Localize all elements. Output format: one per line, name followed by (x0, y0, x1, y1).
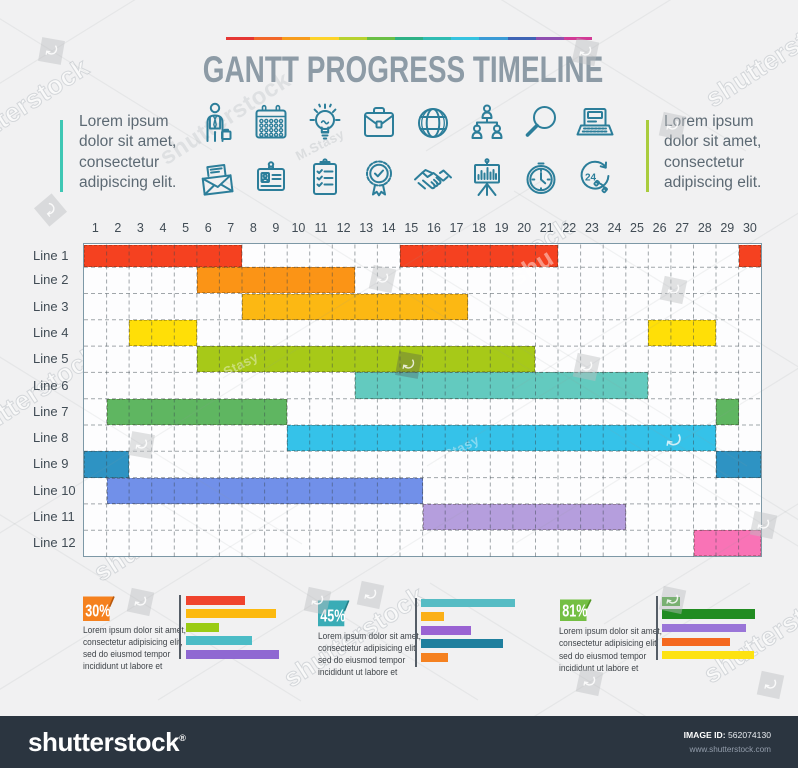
svg-text:45%: 45% (320, 607, 346, 627)
svg-text:24: 24 (585, 173, 597, 184)
svg-text:30%: 30% (85, 602, 111, 622)
svg-text:81%: 81% (562, 601, 588, 621)
